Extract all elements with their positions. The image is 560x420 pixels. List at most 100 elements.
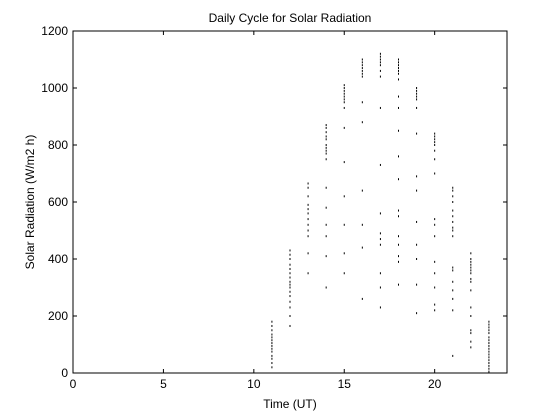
data-point: [434, 303, 436, 306]
data-point: [307, 208, 309, 211]
data-point: [434, 141, 436, 144]
data-point: [325, 206, 327, 209]
data-point: [398, 155, 399, 158]
data-point: [452, 289, 454, 292]
data-point: [452, 309, 454, 312]
data-point: [434, 235, 436, 238]
plot-area: [72, 30, 508, 374]
data-point: [398, 95, 399, 98]
data-point: [307, 203, 309, 206]
data-point: [379, 64, 381, 67]
data-point: [325, 131, 327, 134]
data-point: [488, 323, 490, 326]
data-point: [379, 163, 381, 166]
data-point: [488, 364, 490, 367]
data-point: [307, 212, 309, 215]
data-point: [307, 218, 309, 221]
data-point: [361, 75, 363, 78]
data-point: [416, 89, 418, 92]
x-tick-label: 5: [160, 377, 167, 391]
data-point: [434, 144, 436, 146]
data-point: [379, 69, 381, 72]
data-point: [398, 209, 399, 212]
data-point: [434, 272, 436, 275]
data-point: [325, 149, 327, 152]
data-point: [416, 258, 418, 260]
data-point: [434, 223, 436, 226]
data-point: [398, 67, 399, 70]
data-point: [343, 84, 345, 87]
data-point: [398, 106, 399, 109]
data-point: [361, 72, 363, 75]
data-point: [488, 356, 490, 359]
data-point: [398, 215, 399, 218]
data-point: [398, 283, 399, 286]
data-point: [361, 69, 363, 72]
y-tick-label: 800: [48, 138, 68, 152]
data-point: [361, 246, 363, 249]
data-point: [289, 253, 291, 256]
data-point: [379, 243, 381, 246]
chart-title: Daily Cycle for Solar Radiation: [209, 11, 372, 25]
data-point: [434, 132, 436, 135]
data-point: [452, 220, 454, 223]
data-point: [488, 367, 490, 370]
data-point: [271, 344, 273, 347]
data-point: [379, 232, 381, 235]
data-point: [416, 95, 418, 98]
data-point: [398, 129, 399, 132]
data-point: [307, 223, 309, 226]
data-point: [470, 346, 472, 349]
data-point: [379, 212, 381, 215]
data-point: [452, 235, 454, 238]
data-point: [289, 286, 291, 289]
y-axis-label: Solar Radiation (W/m2 h): [23, 135, 37, 270]
data-point: [452, 189, 454, 192]
data-point: [470, 258, 472, 260]
data-point: [343, 95, 345, 98]
data-point: [416, 106, 418, 109]
data-point: [307, 229, 309, 232]
data-point: [289, 290, 291, 293]
data-point: [343, 106, 345, 109]
data-point: [452, 201, 454, 203]
data-point: [470, 272, 472, 275]
data-point: [379, 306, 381, 309]
x-tick-label: 10: [247, 377, 261, 391]
data-point: [361, 189, 363, 192]
data-point: [488, 359, 490, 362]
data-point: [325, 158, 327, 161]
data-point: [488, 326, 490, 329]
data-point: [416, 87, 418, 89]
data-point: [470, 329, 472, 332]
data-point: [398, 235, 399, 238]
data-point: [416, 189, 418, 192]
data-point: [488, 336, 490, 339]
data-points: [271, 52, 490, 373]
data-point: [379, 106, 381, 109]
data-point: [343, 223, 345, 226]
data-point: [325, 126, 327, 129]
data-point: [452, 186, 454, 189]
data-point: [271, 329, 273, 332]
data-point: [434, 286, 436, 289]
data-point: [470, 263, 472, 266]
data-point: [289, 283, 291, 286]
y-tick-label: 600: [48, 195, 68, 209]
data-point: [289, 263, 291, 266]
data-point: [307, 252, 309, 255]
data-point: [452, 354, 454, 357]
data-point: [307, 182, 309, 185]
data-point: [289, 280, 291, 283]
data-point: [379, 55, 381, 58]
data-point: [398, 260, 399, 263]
data-point: [325, 152, 327, 155]
data-point: [307, 272, 309, 275]
data-point: [343, 161, 345, 164]
data-point: [271, 324, 273, 327]
data-point: [398, 72, 399, 75]
data-point: [325, 286, 327, 289]
data-point: [289, 306, 291, 309]
data-point: [379, 286, 381, 289]
